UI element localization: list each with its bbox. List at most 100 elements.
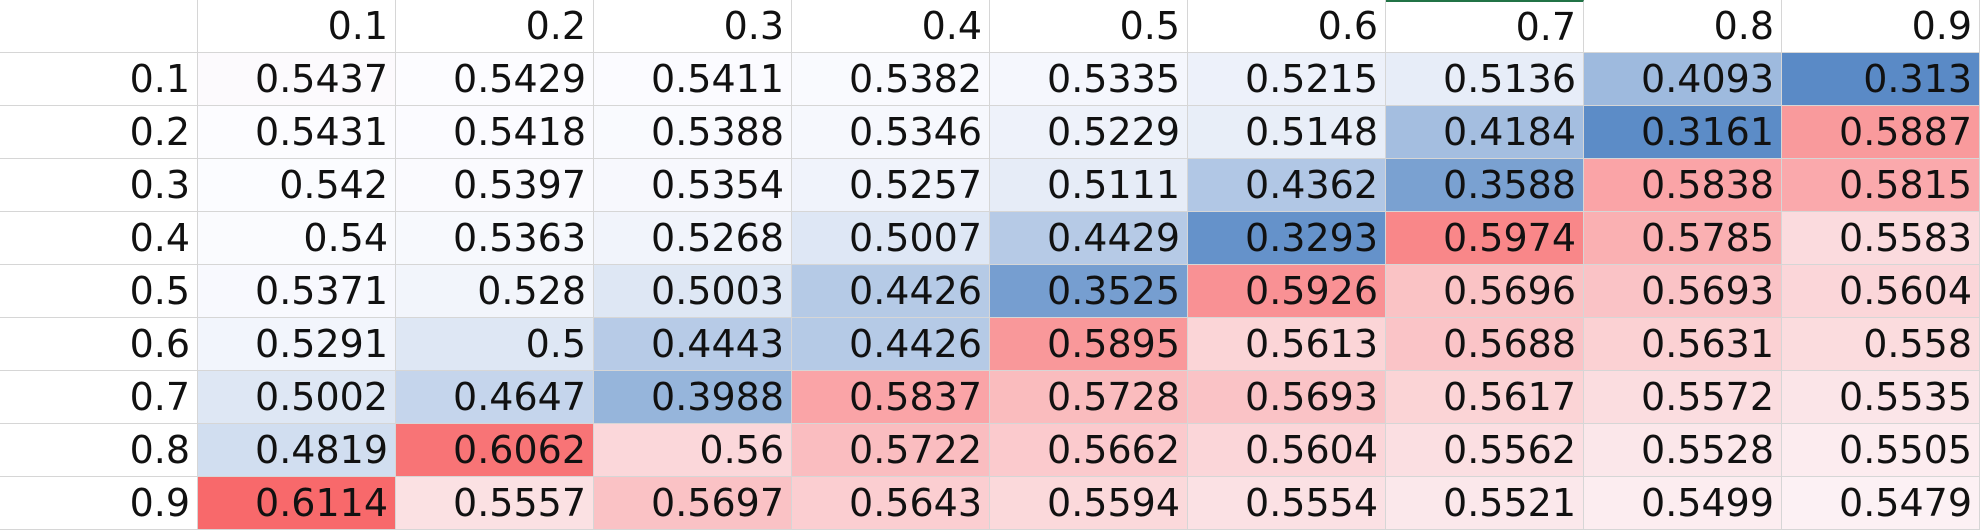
data-cell[interactable]: 0.5528 bbox=[1584, 424, 1782, 477]
data-cell[interactable]: 0.542 bbox=[198, 159, 396, 212]
data-cell[interactable]: 0.5557 bbox=[396, 477, 594, 530]
data-cell[interactable]: 0.5371 bbox=[198, 265, 396, 318]
data-cell[interactable]: 0.5572 bbox=[1584, 371, 1782, 424]
data-cell[interactable]: 0.5688 bbox=[1386, 318, 1584, 371]
column-header-cell[interactable]: 0.4 bbox=[792, 0, 990, 53]
data-cell[interactable]: 0.3525 bbox=[990, 265, 1188, 318]
data-cell[interactable]: 0.5604 bbox=[1188, 424, 1386, 477]
data-cell[interactable]: 0.5291 bbox=[198, 318, 396, 371]
data-cell[interactable]: 0.5148 bbox=[1188, 106, 1386, 159]
data-cell[interactable]: 0.5437 bbox=[198, 53, 396, 106]
data-cell[interactable]: 0.5895 bbox=[990, 318, 1188, 371]
data-cell[interactable]: 0.5887 bbox=[1782, 106, 1980, 159]
data-cell[interactable]: 0.5411 bbox=[594, 53, 792, 106]
data-cell[interactable]: 0.5505 bbox=[1782, 424, 1980, 477]
data-cell[interactable]: 0.4647 bbox=[396, 371, 594, 424]
column-header-cell[interactable]: 0.2 bbox=[396, 0, 594, 53]
data-cell[interactable]: 0.5693 bbox=[1584, 265, 1782, 318]
data-cell[interactable]: 0.4426 bbox=[792, 265, 990, 318]
data-cell[interactable]: 0.313 bbox=[1782, 53, 1980, 106]
data-cell[interactable]: 0.5728 bbox=[990, 371, 1188, 424]
data-cell[interactable]: 0.5429 bbox=[396, 53, 594, 106]
data-cell[interactable]: 0.5215 bbox=[1188, 53, 1386, 106]
row-header-cell[interactable]: 0.6 bbox=[0, 318, 198, 371]
data-cell[interactable]: 0.5363 bbox=[396, 212, 594, 265]
data-cell[interactable]: 0.3988 bbox=[594, 371, 792, 424]
data-cell[interactable]: 0.5268 bbox=[594, 212, 792, 265]
data-cell[interactable]: 0.56 bbox=[594, 424, 792, 477]
data-cell[interactable]: 0.5499 bbox=[1584, 477, 1782, 530]
data-cell[interactable]: 0.3293 bbox=[1188, 212, 1386, 265]
data-cell[interactable]: 0.3161 bbox=[1584, 106, 1782, 159]
data-cell[interactable]: 0.5604 bbox=[1782, 265, 1980, 318]
data-cell[interactable]: 0.5229 bbox=[990, 106, 1188, 159]
data-cell[interactable]: 0.4819 bbox=[198, 424, 396, 477]
data-cell[interactable]: 0.5837 bbox=[792, 371, 990, 424]
data-cell[interactable]: 0.5535 bbox=[1782, 371, 1980, 424]
data-cell[interactable]: 0.4184 bbox=[1386, 106, 1584, 159]
data-cell[interactable]: 0.5354 bbox=[594, 159, 792, 212]
row-header-cell[interactable]: 0.9 bbox=[0, 477, 198, 530]
data-cell[interactable]: 0.5521 bbox=[1386, 477, 1584, 530]
column-header-cell[interactable]: 0.5 bbox=[990, 0, 1188, 53]
column-header-cell[interactable]: 0.7 bbox=[1386, 0, 1584, 53]
data-cell[interactable]: 0.5335 bbox=[990, 53, 1188, 106]
row-header-cell[interactable]: 0.4 bbox=[0, 212, 198, 265]
data-cell[interactable]: 0.5257 bbox=[792, 159, 990, 212]
data-cell[interactable]: 0.5003 bbox=[594, 265, 792, 318]
data-cell[interactable]: 0.5382 bbox=[792, 53, 990, 106]
data-cell[interactable]: 0.5111 bbox=[990, 159, 1188, 212]
row-header-cell[interactable]: 0.8 bbox=[0, 424, 198, 477]
data-cell[interactable]: 0.558 bbox=[1782, 318, 1980, 371]
data-cell[interactable]: 0.3588 bbox=[1386, 159, 1584, 212]
data-cell[interactable]: 0.4093 bbox=[1584, 53, 1782, 106]
column-header-cell[interactable]: 0.1 bbox=[198, 0, 396, 53]
data-cell[interactable]: 0.5007 bbox=[792, 212, 990, 265]
data-cell[interactable]: 0.528 bbox=[396, 265, 594, 318]
data-cell[interactable]: 0.5631 bbox=[1584, 318, 1782, 371]
data-cell[interactable]: 0.4426 bbox=[792, 318, 990, 371]
data-cell[interactable]: 0.5418 bbox=[396, 106, 594, 159]
data-cell[interactable]: 0.4362 bbox=[1188, 159, 1386, 212]
data-cell[interactable]: 0.5974 bbox=[1386, 212, 1584, 265]
data-cell[interactable]: 0.4429 bbox=[990, 212, 1188, 265]
row-header-cell[interactable]: 0.7 bbox=[0, 371, 198, 424]
data-cell[interactable]: 0.5693 bbox=[1188, 371, 1386, 424]
corner-cell[interactable] bbox=[0, 0, 198, 53]
row-header-cell[interactable]: 0.3 bbox=[0, 159, 198, 212]
data-cell[interactable]: 0.5838 bbox=[1584, 159, 1782, 212]
data-cell[interactable]: 0.5613 bbox=[1188, 318, 1386, 371]
column-header-cell[interactable]: 0.3 bbox=[594, 0, 792, 53]
data-cell[interactable]: 0.5479 bbox=[1782, 477, 1980, 530]
data-cell[interactable]: 0.5583 bbox=[1782, 212, 1980, 265]
data-cell[interactable]: 0.5643 bbox=[792, 477, 990, 530]
data-cell[interactable]: 0.5346 bbox=[792, 106, 990, 159]
data-cell[interactable]: 0.5554 bbox=[1188, 477, 1386, 530]
data-cell[interactable]: 0.5815 bbox=[1782, 159, 1980, 212]
data-cell[interactable]: 0.5662 bbox=[990, 424, 1188, 477]
data-cell[interactable]: 0.5785 bbox=[1584, 212, 1782, 265]
data-cell[interactable]: 0.4443 bbox=[594, 318, 792, 371]
data-cell[interactable]: 0.5431 bbox=[198, 106, 396, 159]
data-cell[interactable]: 0.5722 bbox=[792, 424, 990, 477]
data-cell[interactable]: 0.5002 bbox=[198, 371, 396, 424]
row-header-cell[interactable]: 0.2 bbox=[0, 106, 198, 159]
column-header-cell[interactable]: 0.6 bbox=[1188, 0, 1386, 53]
data-cell[interactable]: 0.5562 bbox=[1386, 424, 1584, 477]
column-header-cell[interactable]: 0.9 bbox=[1782, 0, 1980, 53]
data-cell[interactable]: 0.54 bbox=[198, 212, 396, 265]
data-cell[interactable]: 0.5926 bbox=[1188, 265, 1386, 318]
column-header-cell[interactable]: 0.8 bbox=[1584, 0, 1782, 53]
data-cell[interactable]: 0.5136 bbox=[1386, 53, 1584, 106]
row-header-cell[interactable]: 0.1 bbox=[0, 53, 198, 106]
data-cell[interactable]: 0.5388 bbox=[594, 106, 792, 159]
data-cell[interactable]: 0.5696 bbox=[1386, 265, 1584, 318]
data-cell[interactable]: 0.6062 bbox=[396, 424, 594, 477]
data-cell[interactable]: 0.5 bbox=[396, 318, 594, 371]
row-header-cell[interactable]: 0.5 bbox=[0, 265, 198, 318]
data-cell[interactable]: 0.6114 bbox=[198, 477, 396, 530]
data-cell[interactable]: 0.5397 bbox=[396, 159, 594, 212]
data-cell[interactable]: 0.5617 bbox=[1386, 371, 1584, 424]
data-cell[interactable]: 0.5697 bbox=[594, 477, 792, 530]
